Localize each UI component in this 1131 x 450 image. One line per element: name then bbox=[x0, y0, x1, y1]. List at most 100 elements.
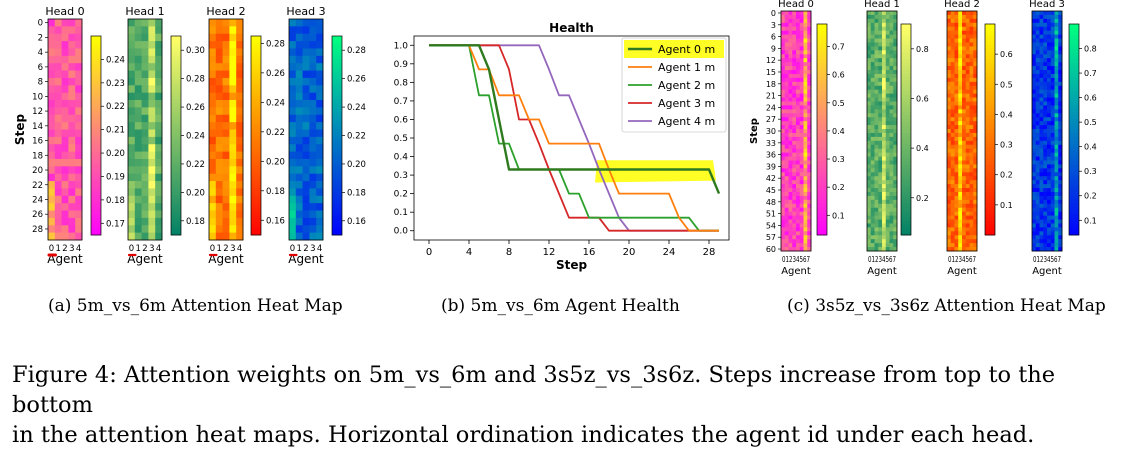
heatmap-cells bbox=[289, 19, 324, 241]
heatmap-cell bbox=[878, 70, 883, 75]
colorbar-segment bbox=[985, 48, 995, 53]
heatmap-cell bbox=[289, 107, 297, 116]
heatmap-cell bbox=[316, 129, 324, 138]
heatmap-cell bbox=[215, 181, 223, 189]
heatmap-cell bbox=[954, 195, 959, 201]
colorbar-segment bbox=[985, 62, 995, 67]
heatmap-cell bbox=[229, 33, 237, 42]
heatmap-cell bbox=[155, 92, 163, 101]
heatmap-cell bbox=[799, 191, 804, 197]
colorbar-segment bbox=[91, 82, 101, 87]
colorbar-segment bbox=[91, 225, 101, 229]
colorbar-segment bbox=[332, 42, 342, 47]
heatmap-cell bbox=[954, 140, 959, 146]
heatmap-cell bbox=[1050, 211, 1055, 216]
heatmap-cell bbox=[947, 34, 952, 39]
heatmap-cell bbox=[954, 211, 959, 216]
heatmap-cell bbox=[295, 217, 303, 226]
heatmap-cell bbox=[803, 199, 808, 205]
heatmap-cell bbox=[1058, 207, 1063, 213]
colorbar-segment bbox=[985, 203, 995, 208]
heatmap-cell bbox=[316, 107, 324, 116]
head-title: Head 1 bbox=[864, 0, 900, 10]
heatmap-cell bbox=[885, 38, 890, 43]
heatmap-cell bbox=[803, 164, 808, 169]
heatmap-cell bbox=[954, 180, 959, 185]
heatmap-cell bbox=[75, 144, 83, 152]
heatmap-cell bbox=[1050, 93, 1055, 98]
heatmap-cell bbox=[867, 184, 872, 189]
heatmap-cell bbox=[316, 63, 324, 71]
heatmap-cell bbox=[236, 195, 244, 204]
heatmap-cell bbox=[75, 158, 83, 167]
heatmap-cell bbox=[1050, 180, 1055, 185]
heatmap-cell bbox=[799, 97, 804, 102]
caption-a: (a) 5m_vs_6m Attention Heat Map bbox=[48, 296, 343, 316]
heatmap-cell bbox=[236, 217, 244, 226]
heatmap-cell bbox=[947, 132, 952, 138]
heatmap-cell bbox=[309, 19, 317, 27]
heatmap-cell bbox=[128, 151, 136, 160]
heatmap-cell bbox=[807, 140, 812, 146]
heatmap-cell bbox=[215, 100, 223, 108]
heatmap-cell bbox=[1058, 203, 1063, 209]
heatmap-cell bbox=[893, 34, 898, 39]
heatmap-cell bbox=[1043, 195, 1048, 201]
heatmap-cell bbox=[54, 195, 62, 204]
heatmap-cell bbox=[1058, 117, 1063, 122]
heatmap-cell bbox=[128, 225, 136, 234]
heatmap-cell bbox=[141, 166, 149, 175]
heatmap-cell bbox=[209, 217, 217, 226]
heatmap-cell bbox=[958, 117, 963, 122]
heatmap-cell bbox=[309, 173, 317, 182]
colorbar-segment bbox=[985, 66, 995, 71]
heatmap-cell bbox=[796, 11, 801, 16]
colorbar-segment bbox=[332, 195, 342, 199]
colorbar-segment bbox=[171, 162, 181, 166]
heatmap-cell bbox=[807, 215, 812, 220]
heatmap-cell bbox=[962, 164, 967, 169]
heatmap-cell bbox=[75, 55, 83, 64]
colorbar-segment bbox=[817, 196, 827, 201]
heatmap-cell bbox=[1050, 38, 1055, 43]
colorbar-segment bbox=[251, 112, 261, 116]
colorbar-segment bbox=[91, 205, 101, 209]
heatmap-cell bbox=[965, 77, 970, 83]
heatmap-cell bbox=[1039, 188, 1044, 193]
heatmap-cell bbox=[1054, 176, 1059, 181]
heatmap-cell bbox=[969, 140, 974, 146]
colorbar-segment bbox=[1069, 59, 1079, 64]
heatmap-cell bbox=[788, 207, 793, 213]
heatmap-cell bbox=[792, 184, 797, 189]
heatmap-cell bbox=[229, 225, 237, 234]
heatmap-cell bbox=[882, 54, 887, 59]
heatmap-cell bbox=[302, 63, 310, 71]
colorbar-segment bbox=[91, 152, 101, 156]
heatmap-cell bbox=[316, 188, 324, 197]
head-title: Head 3 bbox=[286, 5, 325, 18]
heatmap-cell bbox=[947, 223, 952, 228]
heatmap-cell bbox=[1054, 26, 1059, 32]
x-tick-label: 01234567 bbox=[948, 255, 976, 264]
heatmap-cell bbox=[969, 105, 974, 110]
colorbar-segment bbox=[985, 185, 995, 190]
heatmap-cell bbox=[1035, 117, 1040, 122]
heatmap-cell bbox=[1050, 113, 1055, 118]
heatmap-cell bbox=[792, 85, 797, 91]
heatmap-cell bbox=[874, 89, 879, 95]
heatmap-cell bbox=[155, 195, 163, 204]
heatmap-cell bbox=[958, 66, 963, 71]
heatmap-cell bbox=[958, 73, 963, 79]
heatmap-cell bbox=[75, 26, 83, 35]
heatmap-cell bbox=[1047, 156, 1052, 161]
heatmap-cell bbox=[867, 203, 872, 209]
heatmap-cell bbox=[788, 117, 793, 122]
heatmap-cell bbox=[54, 173, 62, 182]
heatmap-cell bbox=[962, 136, 967, 142]
colorbar-segment bbox=[332, 158, 342, 163]
heatmap-cell bbox=[874, 34, 879, 39]
heatmap-cell bbox=[128, 85, 136, 94]
heatmap-cell bbox=[792, 199, 797, 205]
heatmap-cell bbox=[781, 148, 786, 154]
heatmap-cell bbox=[236, 122, 244, 130]
